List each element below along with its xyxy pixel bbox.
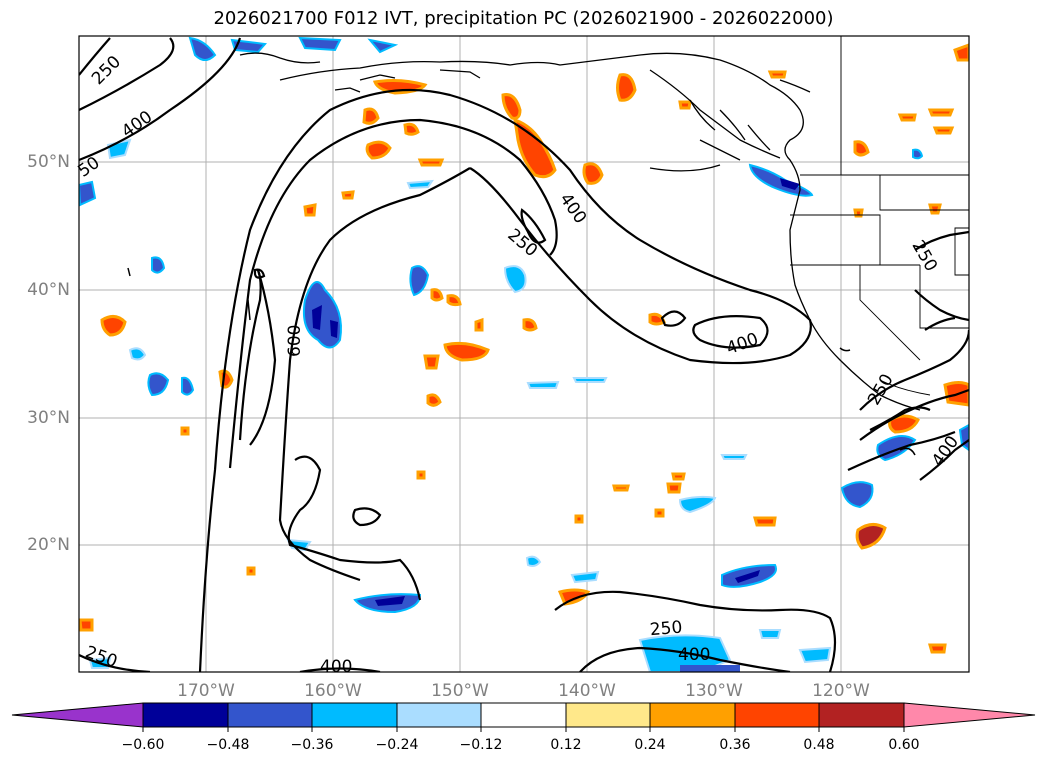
colorbar-tick-label: −0.48 [206, 737, 250, 753]
colorbar-bin [396, 702, 482, 728]
colorbar-tick-label: 0.36 [719, 737, 751, 753]
lon-label-170w: 170°W [177, 681, 235, 701]
colorbar-bin [311, 702, 398, 728]
contour-label: 250 [504, 225, 542, 261]
gridlines [79, 36, 969, 672]
precip-negative [79, 36, 969, 672]
colorbar-tick-label: −0.36 [290, 737, 334, 753]
borders [790, 36, 969, 396]
contour-label: 400 [320, 657, 352, 677]
colorbar-bin [227, 702, 313, 728]
map-frame [78, 35, 970, 673]
colorbar-tick-label: −0.24 [375, 737, 419, 753]
contour-label: 400 [678, 645, 710, 665]
contour-label: 400 [928, 432, 963, 470]
islands [127, 267, 916, 456]
contour-label: 400 [118, 107, 156, 142]
lon-label-120w: 120°W [812, 681, 870, 701]
map-title: 2026021700 F012 IVT, precipitation PC (2… [213, 8, 834, 29]
lat-label-20n: 20°N [27, 535, 70, 555]
colorbar-tick-label: 0.12 [550, 737, 582, 753]
colorbar-bin [818, 702, 905, 728]
colorbar-over [903, 702, 1036, 728]
contour-label: 400 [724, 329, 761, 359]
colorbar-bin [649, 702, 736, 728]
contour-label: 250 [649, 618, 683, 641]
lon-label-130w: 130°W [685, 681, 743, 701]
colorbar-under [11, 702, 144, 728]
contour-label: 250 [864, 371, 898, 409]
coastlines [239, 52, 921, 411]
colorbar-tick-label: −0.12 [459, 737, 503, 753]
contour-label: 600 [285, 325, 305, 357]
contour-label: 250 [908, 237, 942, 275]
colorbar-bin [565, 702, 651, 728]
lon-label-160w: 160°W [304, 681, 362, 701]
colorbar-bin [734, 702, 820, 728]
colorbar-tick-label: −0.60 [121, 737, 165, 753]
colorbar-tick-label: 0.24 [634, 737, 666, 753]
lon-label-150w: 150°W [431, 681, 489, 701]
precip-positive [79, 43, 969, 654]
ivt-contours [79, 37, 969, 672]
lon-label-140w: 140°W [558, 681, 616, 701]
lat-label-30n: 30°N [27, 408, 70, 428]
colorbar-bin [142, 702, 229, 728]
colorbar-tick-label: 0.48 [803, 737, 835, 753]
contour-label: 400 [555, 190, 590, 228]
colorbar-tick-label: 0.60 [888, 737, 920, 753]
contour-label: 250 [83, 642, 120, 672]
lat-label-40n: 40°N [27, 280, 70, 300]
colorbar [11, 702, 1036, 732]
colorbar-bin [480, 702, 567, 728]
lat-label-50n: 50°N [27, 152, 70, 172]
